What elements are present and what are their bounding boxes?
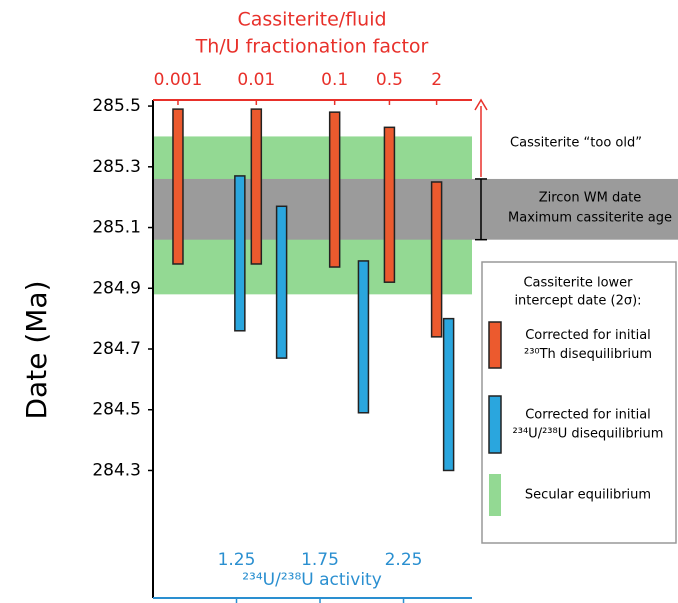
range-bar: [275, 205, 288, 359]
y-tick-label: 284.9: [92, 278, 141, 298]
legend-label: ²³⁰Th disequilibrium: [524, 347, 652, 362]
range-bar: [172, 108, 184, 265]
band-label: Maximum cassiterite age: [508, 211, 672, 226]
legend-title: intercept date (2σ):: [514, 294, 641, 309]
x-tick-label: 1.75: [301, 550, 339, 570]
legend-title: Cassiterite lower: [523, 276, 633, 291]
legend-label: Corrected for initial: [525, 408, 651, 423]
legend-swatch: [489, 474, 501, 516]
legend-box: [481, 261, 677, 544]
x2-tick-label: 0.5: [376, 70, 403, 90]
band: [153, 178, 678, 240]
legend-label: ²³⁴U/²³⁸U disequilibrium: [513, 427, 664, 442]
legend-swatch: [488, 395, 502, 454]
range-bar: [328, 111, 341, 268]
range-bar: [250, 108, 263, 265]
annotation: Cassiterite “too old”: [510, 136, 642, 151]
range-bar: [430, 181, 443, 338]
legend-label: Corrected for initial: [525, 328, 651, 343]
x-axis-title: ²³⁴U/²³⁸U activity: [242, 570, 382, 590]
y-tick-label: 284.7: [92, 339, 141, 359]
x2-axis-title: Th/U fractionation factor: [195, 36, 429, 58]
range-bar: [234, 175, 246, 332]
y-tick-label: 284.3: [92, 460, 141, 480]
x2-tick-label: 0.1: [321, 70, 348, 90]
y-axis-title: Date (Ma): [20, 281, 53, 420]
range-bar: [383, 126, 396, 283]
x2-tick-label: 0.001: [154, 70, 203, 90]
arrow-head: [474, 98, 488, 111]
band-label: Zircon WM date: [539, 191, 642, 206]
y-tick-label: 284.5: [92, 400, 141, 420]
y-tick-label: 285.1: [92, 218, 141, 238]
legend-label: Secular equilibrium: [525, 488, 651, 503]
x2-axis-title: Cassiterite/fluid: [237, 9, 386, 31]
y-tick-label: 285.3: [92, 157, 141, 177]
range-bar: [442, 317, 455, 472]
x-tick-label: 1.25: [218, 550, 256, 570]
legend-swatch: [488, 321, 502, 369]
x2-tick-label: 2: [431, 70, 442, 90]
y-tick-label: 285.5: [92, 96, 141, 116]
x2-tick-label: 0.01: [237, 70, 275, 90]
x-tick-label: 2.25: [385, 550, 423, 570]
range-bar: [357, 260, 370, 414]
